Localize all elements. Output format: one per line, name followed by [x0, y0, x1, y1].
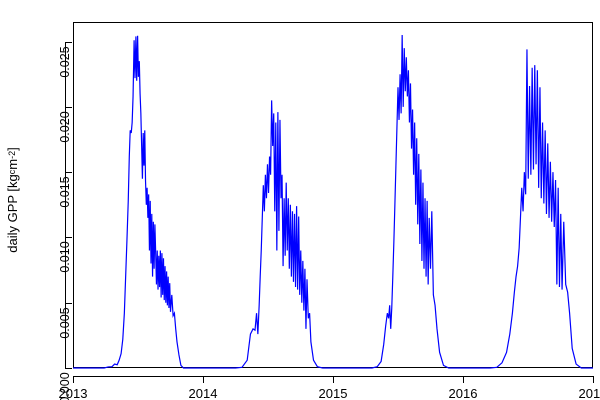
y-axis-tick-mark — [65, 172, 72, 174]
x-axis-tick-label: 2015 — [318, 386, 348, 400]
x-axis-tick-label: 2016 — [448, 386, 478, 400]
y-axis-line — [65, 41, 66, 368]
y-axis-tick-mark — [65, 237, 72, 239]
x-axis-tick-mark — [463, 376, 464, 383]
data-line-daily-gpp — [73, 35, 593, 369]
y-axis-tick-mark — [65, 302, 72, 304]
x-axis-tick-mark — [333, 376, 334, 383]
x-axis-tick-mark — [73, 376, 74, 383]
x-axis-tick-label: 2017 — [578, 386, 600, 400]
y-axis-tick-mark — [65, 368, 72, 369]
x-axis-tick-mark — [593, 376, 594, 383]
x-axis-tick-mark — [203, 376, 204, 383]
y-axis-tick-mark — [65, 106, 72, 108]
y-axis-tick-mark — [65, 41, 72, 43]
x-axis-tick-label: 2013 — [58, 386, 88, 400]
x-axis-tick-label: 2014 — [188, 386, 218, 400]
